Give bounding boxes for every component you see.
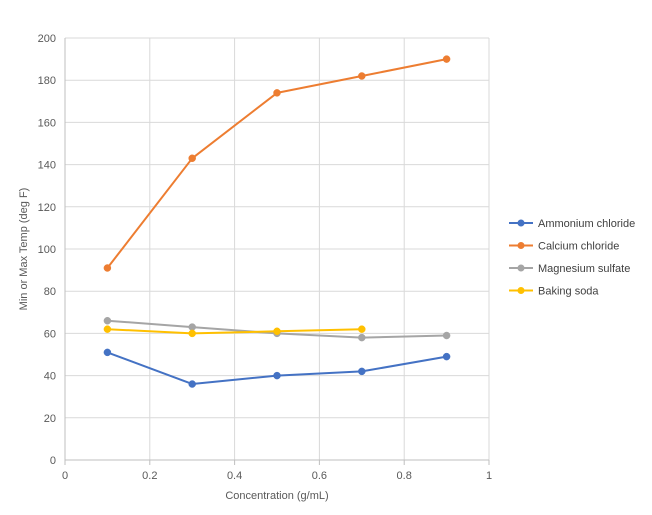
data-point-magnesium-sulfate — [188, 323, 196, 331]
data-point-baking-soda — [103, 325, 112, 333]
data-point-ammonium-chloride — [442, 352, 451, 361]
legend-swatch-marker — [517, 287, 525, 294]
data-point-baking-soda — [188, 329, 196, 338]
legend-label: Calcium chloride — [538, 241, 619, 253]
y-tick-label: 180 — [38, 75, 56, 87]
x-axis-title: Concentration (g/mL) — [225, 490, 328, 502]
legend-swatch-marker — [517, 264, 525, 272]
y-tick-label: 100 — [38, 244, 56, 256]
legend-swatch-marker — [517, 242, 525, 249]
data-point-ammonium-chloride — [273, 371, 281, 380]
data-point-ammonium-chloride — [188, 380, 196, 388]
series-baking-soda — [103, 325, 366, 338]
data-point-magnesium-sulfate — [103, 316, 112, 325]
legend-label: Ammonium chloride — [538, 218, 635, 230]
x-tick-label: 1 — [486, 470, 492, 482]
data-point-ammonium-chloride — [358, 367, 366, 376]
legend-item-ammonium-chloride: Ammonium chloride — [509, 218, 635, 230]
axes — [64, 38, 490, 465]
data-point-calcium-chloride — [188, 154, 196, 163]
data-point-calcium-chloride — [358, 72, 366, 80]
x-tick-label: 0.6 — [312, 470, 327, 482]
legend: Ammonium chloride Calcium chloride Magnesi… — [509, 218, 635, 298]
tick-labels: 0 20 40 60 80 100 120 140 160 180 200 0 0.2 0.4 0.6 0.8… — [38, 33, 492, 482]
data-point-ammonium-chloride — [103, 348, 112, 357]
series-line-baking-soda — [106, 328, 363, 335]
data-point-calcium-chloride — [273, 89, 281, 97]
series-ammonium-chloride — [103, 348, 451, 388]
y-tick-label: 120 — [38, 202, 56, 214]
series-group — [103, 55, 451, 388]
legend-swatch-marker — [517, 219, 525, 227]
y-tick-label: 160 — [38, 117, 56, 129]
x-tick-label: 0.8 — [397, 470, 412, 482]
data-point-baking-soda — [358, 325, 366, 333]
gridlines — [65, 37, 490, 460]
x-tick-label: 0.2 — [142, 470, 157, 482]
data-point-calcium-chloride — [103, 264, 112, 272]
y-tick-label: 140 — [38, 160, 56, 172]
data-point-baking-soda — [273, 327, 281, 336]
data-point-magnesium-sulfate — [358, 333, 366, 342]
data-point-magnesium-sulfate — [442, 331, 451, 340]
x-tick-label: 0 — [62, 470, 68, 482]
y-axis-title: Min or Max Temp (deg F) — [18, 188, 30, 311]
y-tick-label: 20 — [44, 413, 56, 425]
y-tick-label: 60 — [44, 328, 56, 340]
series-calcium-chloride — [103, 55, 451, 272]
x-tick-label: 0.4 — [227, 470, 242, 482]
data-point-calcium-chloride — [442, 55, 451, 63]
y-tick-label: 80 — [44, 286, 56, 298]
y-tick-label: 40 — [44, 371, 56, 383]
legend-item-magnesium-sulfate: Magnesium sulfate — [509, 263, 630, 275]
legend-label: Magnesium sulfate — [538, 263, 630, 275]
legend-item-baking-soda: Baking soda — [509, 286, 599, 298]
y-tick-label: 0 — [50, 455, 56, 467]
y-tick-label: 200 — [38, 33, 56, 45]
legend-label: Baking soda — [538, 286, 599, 298]
legend-item-calcium-chloride: Calcium chloride — [509, 241, 619, 253]
